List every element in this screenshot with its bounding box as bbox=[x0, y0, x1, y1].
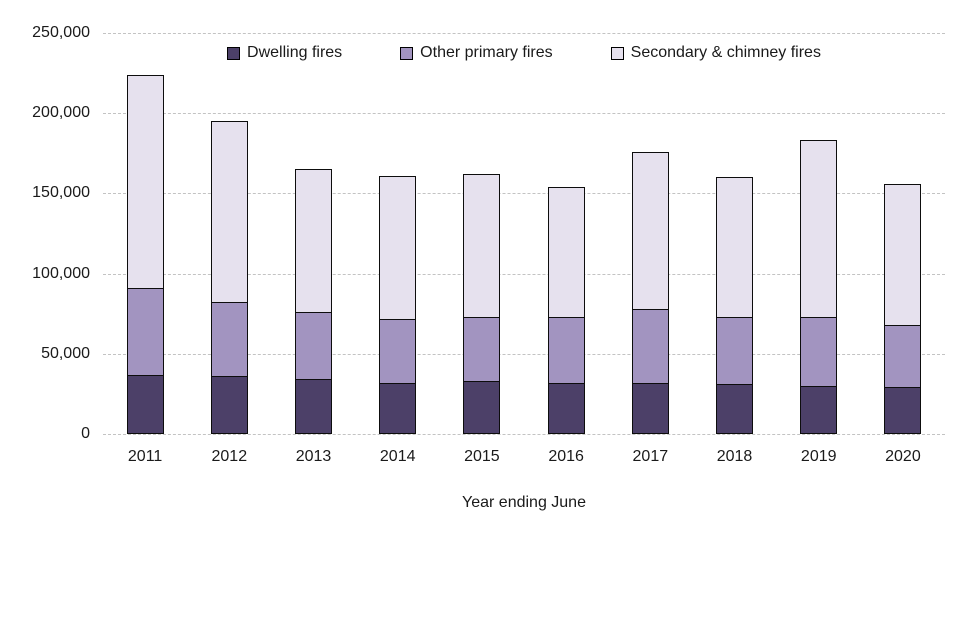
gridline bbox=[103, 33, 945, 34]
bar-segment bbox=[295, 169, 332, 313]
bar-2014 bbox=[379, 175, 417, 434]
legend-label: Other primary fires bbox=[420, 44, 553, 61]
x-axis-tick-label: 2013 bbox=[295, 448, 332, 465]
bar-segment bbox=[547, 382, 585, 434]
legend-swatch-icon bbox=[610, 46, 624, 60]
bar-segment bbox=[295, 379, 332, 434]
bar-segment bbox=[463, 316, 501, 382]
bar-segment bbox=[126, 74, 164, 289]
x-axis-tick-label: 2019 bbox=[800, 448, 837, 465]
y-axis-tick-label: 150,000 bbox=[32, 184, 90, 202]
bar-segment bbox=[210, 376, 248, 434]
bar-segment bbox=[379, 318, 417, 383]
legend-item: Other primary fires bbox=[400, 44, 553, 62]
x-axis-tick-label: 2015 bbox=[464, 448, 500, 465]
legend-label: Dwelling fires bbox=[247, 44, 343, 61]
bar-segment bbox=[800, 140, 838, 317]
bar-2017 bbox=[631, 151, 669, 434]
x-axis-tick-label: 2011 bbox=[127, 448, 163, 465]
x-axis-tick-label: 2017 bbox=[632, 448, 669, 465]
x-axis-title: Year ending June bbox=[462, 494, 586, 511]
legend-item: Secondary & chimney fires bbox=[610, 44, 821, 62]
bar-2018 bbox=[716, 177, 753, 434]
y-axis-tick-label: 100,000 bbox=[32, 264, 90, 282]
bar-segment bbox=[631, 382, 669, 434]
bar-segment bbox=[716, 384, 753, 434]
legend-swatch-icon bbox=[227, 46, 241, 60]
bar-segment bbox=[631, 151, 669, 309]
bar-2020 bbox=[884, 183, 922, 434]
bar-segment bbox=[463, 174, 501, 317]
x-axis-tick-label: 2018 bbox=[716, 448, 753, 465]
gridline bbox=[103, 434, 945, 435]
y-axis-tick-label: 250,000 bbox=[32, 24, 90, 41]
bar-segment bbox=[379, 382, 417, 434]
bar-2012 bbox=[210, 121, 248, 434]
bar-segment bbox=[800, 316, 838, 386]
gridline bbox=[103, 273, 945, 275]
y-axis-tick-label: 0 bbox=[81, 425, 90, 442]
gridline bbox=[103, 353, 945, 355]
bar-2011 bbox=[126, 74, 164, 434]
bar-segment bbox=[884, 183, 922, 325]
bar-2016 bbox=[547, 187, 585, 434]
bar-segment bbox=[379, 175, 417, 319]
bar-segment bbox=[295, 312, 332, 380]
gridline bbox=[103, 113, 945, 115]
bar-segment bbox=[884, 387, 922, 434]
y-axis-tick-label: 200,000 bbox=[32, 104, 90, 122]
x-axis-labels: 2011 2012 2013 2014 2015 2016 2017 2018 2019 2020 bbox=[103, 448, 945, 466]
x-axis-tick-label: 2012 bbox=[211, 448, 248, 465]
bar-segment bbox=[210, 302, 248, 377]
legend-item: Dwelling fires bbox=[227, 44, 342, 62]
bar-2013 bbox=[295, 169, 332, 434]
bar-segment bbox=[800, 385, 838, 434]
gridline bbox=[103, 193, 945, 195]
bar-segment bbox=[126, 288, 164, 375]
bar-segment bbox=[716, 316, 753, 385]
x-axis-tick-label: 2016 bbox=[548, 448, 584, 465]
bar-segment bbox=[463, 381, 501, 434]
y-axis-tick-label: 50,000 bbox=[41, 344, 90, 362]
plot-area bbox=[103, 33, 945, 435]
legend-swatch-icon bbox=[400, 46, 414, 60]
bar-2015 bbox=[463, 174, 501, 434]
x-axis-tick-label: 2014 bbox=[379, 448, 416, 465]
bar-segment bbox=[210, 121, 248, 303]
bar-segment bbox=[547, 316, 585, 383]
x-axis-tick-label: 2020 bbox=[885, 448, 921, 465]
chart-legend: Dwelling fires Other primary fires Seconda… bbox=[103, 44, 945, 62]
legend-label: Secondary & chimney fires bbox=[630, 44, 821, 61]
bar-segment bbox=[884, 324, 922, 388]
bar-segment bbox=[547, 187, 585, 317]
bar-segment bbox=[126, 374, 164, 434]
bar-segment bbox=[631, 308, 669, 383]
bar-2019 bbox=[800, 140, 838, 434]
bar-segment bbox=[716, 177, 753, 317]
